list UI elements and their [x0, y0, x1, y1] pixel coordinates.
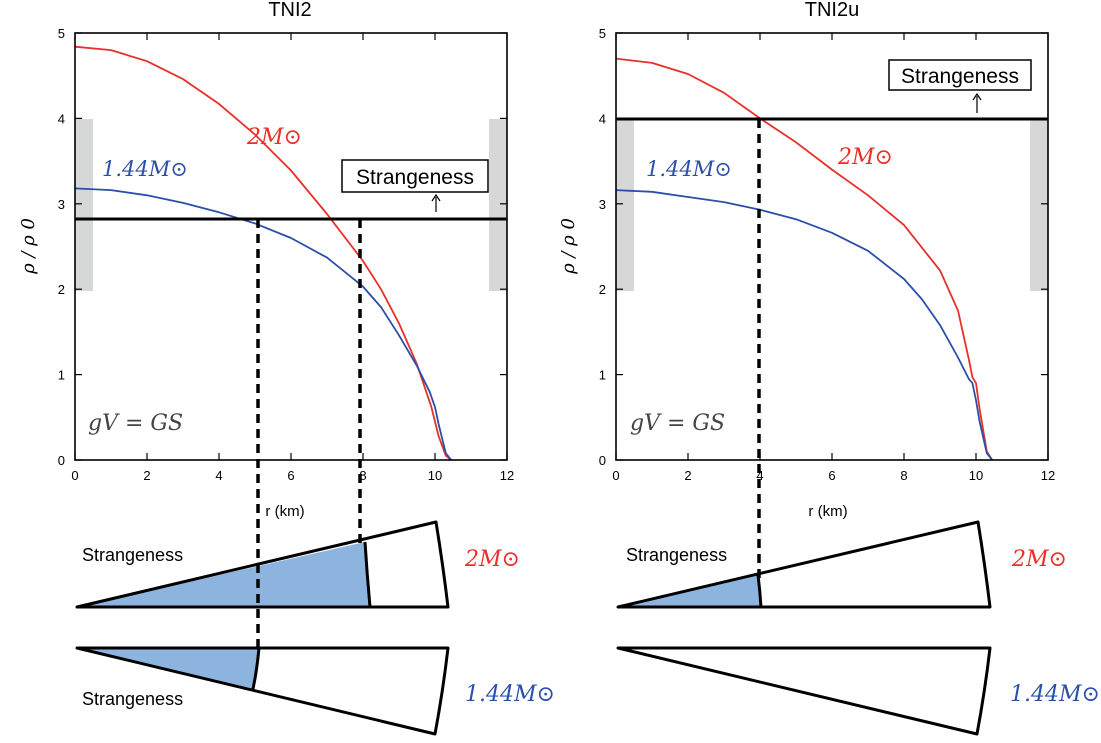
gray-band-left: [75, 119, 93, 291]
chart-title: TNI2u: [805, 0, 859, 21]
intersection-connectors: [256, 119, 761, 650]
x-tick-label: 10: [969, 468, 983, 483]
legend-1-44m: 1.44M⊙: [646, 157, 732, 181]
wedge-outline: [616, 646, 992, 736]
chart-title: TNI2: [268, 0, 311, 21]
series-line-1-44m: [74, 187, 452, 461]
wedge-mass-label: 2M⊙: [1011, 547, 1067, 572]
wedge-left-lower: Strangeness 1.44M⊙: [75, 646, 555, 736]
legend-2m: 2M⊙: [837, 145, 893, 170]
wedge-outline: [616, 520, 992, 609]
x-tick-label: 4: [756, 468, 763, 483]
wedge-mass-label: 1.44M⊙: [465, 682, 555, 707]
y-tick-label: 0: [58, 453, 65, 468]
gray-band-right: [489, 119, 507, 291]
coupling-annotation: gV = GS: [88, 411, 183, 436]
series-layer: [615, 57, 993, 461]
x-tick-label: 8: [900, 468, 907, 483]
y-tick-label: 2: [58, 282, 65, 297]
wedge-label: Strangeness: [82, 689, 183, 709]
x-tick-label: 2: [143, 468, 150, 483]
threshold-arrow-head: [431, 193, 441, 202]
wedge-left-upper: Strangeness 2M⊙: [75, 520, 520, 609]
wedge-mass-label: 2M⊙: [464, 547, 520, 572]
y-tick-label: 2: [599, 282, 606, 297]
y-tick-label: 1: [599, 368, 606, 383]
x-tick-label: 0: [71, 468, 78, 483]
threshold-arrow-head: [972, 92, 982, 101]
series-line-2m: [74, 45, 452, 461]
coupling-annotation: gV = GS: [630, 411, 725, 436]
x-tick-label: 6: [828, 468, 835, 483]
x-tick-label: 6: [287, 468, 294, 483]
legend-2m: 2M⊙: [246, 125, 302, 150]
y-axis-label: ρ / ρ 0: [558, 218, 579, 275]
y-axis-label: ρ / ρ 0: [18, 218, 39, 275]
x-tick-label: 8: [359, 468, 366, 483]
core-boundary: [251, 647, 261, 690]
y-tick-label: 0: [599, 453, 606, 468]
strangeness-box: [341, 159, 489, 193]
wedge-outline: [75, 646, 450, 736]
y-tick-label: 3: [58, 197, 65, 212]
legend-1-44m: 1.44M⊙: [102, 157, 188, 181]
y-tick-label: 5: [58, 26, 65, 41]
x-axis-label: r (km): [808, 503, 847, 520]
strangeness-box-label: Strangeness: [901, 65, 1019, 88]
x-tick-label: 2: [684, 468, 691, 483]
plot-frame: [615, 32, 1049, 461]
strangeness-box-label: Strangeness: [356, 166, 474, 189]
x-tick-label: 0: [612, 468, 619, 483]
plot-frame: [74, 32, 508, 461]
x-tick-label: 10: [428, 468, 442, 483]
x-tick-label: 12: [500, 468, 514, 483]
wedge-mass-label: 1.44M⊙: [1010, 682, 1100, 707]
wedge-right-lower: 1.44M⊙: [616, 646, 1100, 736]
x-axis-label: r (km): [265, 503, 304, 520]
y-tick-label: 1: [58, 368, 65, 383]
wedge-label: Strangeness: [626, 545, 727, 565]
y-tick-label: 5: [599, 26, 606, 41]
gray-band-right: [1030, 119, 1048, 291]
strangeness-box: [888, 59, 1032, 91]
core-boundary: [363, 541, 372, 608]
series-line-1-44m: [615, 189, 993, 461]
series-layer: [74, 45, 452, 461]
x-tick-label: 4: [215, 468, 222, 483]
wedge-label: Strangeness: [82, 545, 183, 565]
gray-band-left: [616, 119, 634, 291]
wedge-outline: [75, 520, 450, 609]
y-tick-label: 3: [599, 197, 606, 212]
wedge-right-upper: Strangeness 2M⊙: [616, 520, 1067, 609]
y-tick-label: 4: [58, 111, 65, 126]
series-line-2m: [615, 57, 993, 461]
x-tick-label: 12: [1041, 468, 1055, 483]
y-tick-label: 4: [599, 111, 606, 126]
